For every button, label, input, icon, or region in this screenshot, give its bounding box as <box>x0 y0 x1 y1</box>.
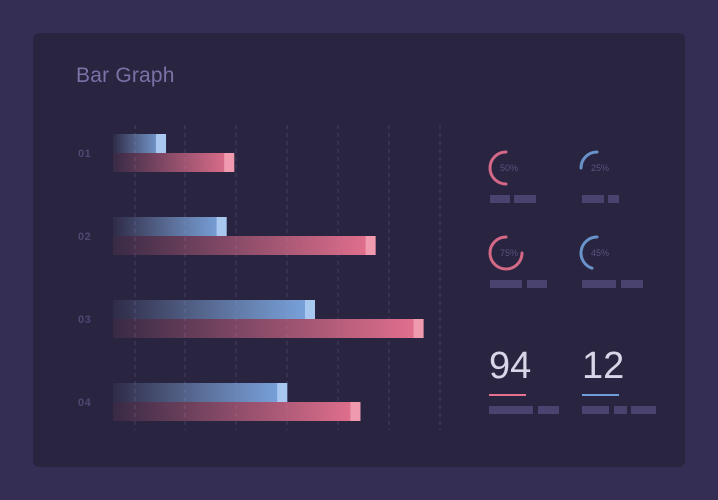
chart-grid <box>134 125 441 430</box>
placeholder-block <box>538 406 559 414</box>
placeholder-block <box>582 195 604 203</box>
placeholder-block <box>614 406 627 414</box>
gauge-arc <box>488 235 524 271</box>
bar-cap <box>413 319 424 338</box>
category-label-04: 04 <box>78 397 92 409</box>
stat-underline <box>489 394 526 396</box>
placeholder-block <box>582 280 616 288</box>
placeholder-blocks <box>489 195 656 414</box>
gauge-label: 25% <box>591 163 609 173</box>
gauge-label: 45% <box>591 248 609 258</box>
bar-cap <box>305 300 315 319</box>
bar-series-1-01 <box>113 134 167 153</box>
stat-value-2: 12 <box>582 345 625 387</box>
gauge-label: 75% <box>500 248 518 258</box>
placeholder-block <box>514 195 536 203</box>
stat-underline <box>582 394 619 396</box>
placeholder-block <box>490 195 510 203</box>
placeholder-block <box>490 280 522 288</box>
placeholder-block <box>631 406 656 414</box>
bar-cap <box>216 217 227 236</box>
bar-series-1-03 <box>113 300 315 319</box>
gauge-arc <box>579 235 599 270</box>
category-label-02: 02 <box>78 231 92 243</box>
bar-series-2-02 <box>113 236 376 255</box>
gauge-arc <box>488 150 508 186</box>
bar-cap <box>277 383 288 402</box>
placeholder-block <box>489 406 533 414</box>
placeholder-block <box>621 280 643 288</box>
bar-cap <box>224 153 235 172</box>
bar-series-2-04 <box>113 402 361 421</box>
bar-cap <box>350 402 361 421</box>
bar-series-1-04 <box>113 383 288 402</box>
placeholder-block <box>582 406 609 414</box>
gauge-label: 50% <box>500 163 518 173</box>
placeholder-block <box>608 195 619 203</box>
bar-series-2-03 <box>113 319 424 338</box>
chart-title: Bar Graph <box>76 64 175 87</box>
bar-cap <box>365 236 376 255</box>
chart-bars <box>113 134 424 421</box>
gauge-group: 50% 25% 75% 45% <box>488 150 609 271</box>
bar-series-2-01 <box>113 153 235 172</box>
bar-cap <box>156 134 167 153</box>
bar-series-1-02 <box>113 217 227 236</box>
placeholder-block <box>527 280 547 288</box>
category-label-01: 01 <box>78 148 92 160</box>
gauge-arc <box>579 150 599 170</box>
stat-value-1: 94 <box>489 345 532 387</box>
category-label-03: 03 <box>78 314 92 326</box>
